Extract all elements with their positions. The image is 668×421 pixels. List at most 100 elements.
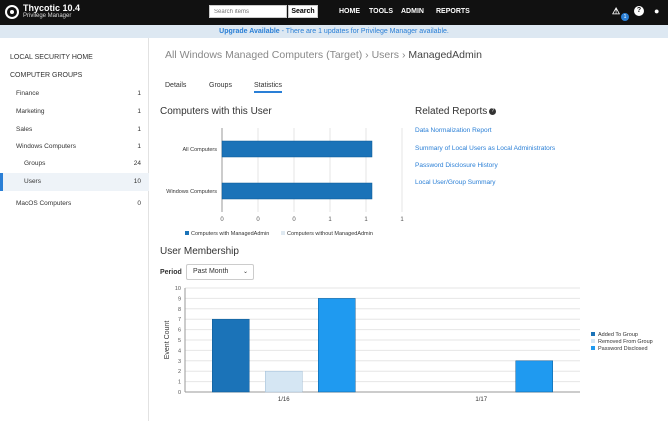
sidebar-item-count: 1 — [137, 126, 141, 133]
legend-swatch-password-disclosed — [591, 346, 595, 350]
legend-swatch-removed-from-group — [591, 339, 595, 343]
report-link-password-disclosure[interactable]: Password Disclosure History — [415, 162, 498, 169]
category-label: Windows Computers — [166, 189, 217, 195]
sidebar-item-users[interactable]: Users 10 — [0, 173, 149, 191]
bar-password-disclosed-1-17 — [515, 360, 553, 393]
y-tick-label: 10 — [175, 286, 181, 292]
sidebar-item-label: MacOS Computers — [16, 200, 72, 207]
nav-reports[interactable]: REPORTS — [436, 8, 470, 15]
y-tick-label: 4 — [178, 348, 181, 354]
sidebar-item-sales[interactable]: Sales 1 — [0, 122, 149, 138]
computers-chart: 0 0 0 1 1 1 All Computers Windows Computers Comp… — [166, 128, 404, 237]
breadcrumb-users-link[interactable]: Users — [371, 49, 400, 61]
sidebar-item-label: Groups — [24, 160, 46, 167]
x-tick-label: 1 — [364, 217, 368, 223]
bar-all-computers — [221, 140, 373, 158]
sidebar-item-groups[interactable]: Groups 24 — [0, 156, 149, 172]
legend-label: Password Disclosed — [598, 346, 648, 352]
user-membership-title: User Membership — [160, 246, 239, 257]
bar-windows-computers — [221, 182, 373, 200]
sidebar-item-count: 0 — [137, 200, 141, 207]
upgrade-link[interactable]: Upgrade Available — [219, 28, 280, 35]
report-link-local-admins-summary[interactable]: Summary of Local Users as Local Administ… — [415, 145, 556, 152]
related-reports-label: Related Reports — [415, 106, 488, 117]
thycotic-logo-icon — [5, 5, 19, 19]
y-tick-label: 6 — [178, 328, 181, 334]
tab-groups[interactable]: Groups — [209, 82, 232, 89]
legend-label: Computers without ManagedAdmin — [287, 231, 373, 237]
upgrade-banner[interactable]: Upgrade Available - There are 1 updates … — [0, 25, 668, 38]
y-axis-title: Event Count — [164, 321, 171, 360]
x-tick-label: 0 — [292, 217, 296, 223]
search-input[interactable] — [209, 5, 287, 18]
sidebar-item-label: Users — [24, 178, 41, 185]
sidebar-item-count: 1 — [137, 90, 141, 97]
sidebar-item-marketing[interactable]: Marketing 1 — [0, 104, 149, 120]
sidebar-item-label: Sales — [16, 126, 33, 133]
sidebar-item-label: Windows Computers — [16, 143, 76, 150]
x-tick-label: 1 — [400, 217, 404, 223]
app-logo[interactable]: Thycotic 10.4 Privilege Manager — [5, 4, 80, 20]
help-icon[interactable]: ? — [489, 107, 497, 115]
x-tick-label: 1/17 — [475, 397, 487, 403]
nav-home[interactable]: HOME — [339, 8, 360, 15]
membership-chart: 0 1 2 3 4 5 6 7 8 9 10 Event Count 1/16 1/17 Added To … — [164, 286, 653, 403]
sidebar-item-count: 1 — [137, 108, 141, 115]
app-title: Thycotic 10.4 — [23, 3, 81, 13]
y-tick-label: 3 — [178, 359, 181, 365]
help-icon[interactable]: ? — [634, 6, 644, 16]
alert-icon[interactable]: ⚠ — [612, 6, 621, 16]
report-link-local-user-group-summary[interactable]: Local User/Group Summary — [415, 179, 496, 186]
breadcrumb-current: ManagedAdmin — [408, 49, 482, 61]
tab-statistics[interactable]: Statistics — [254, 82, 283, 93]
bar-password-disclosed-1-16 — [318, 298, 356, 393]
local-security-home-link[interactable]: LOCAL SECURITY HOME — [10, 54, 93, 61]
user-icon[interactable]: ● — [654, 6, 660, 16]
top-bar: Thycotic 10.4 Privilege Manager Search H… — [0, 0, 668, 25]
legend-label: Added To Group — [598, 332, 638, 338]
y-tick-label: 8 — [178, 307, 181, 313]
tab-details[interactable]: Details — [165, 82, 187, 89]
nav-tools[interactable]: TOOLS — [369, 8, 393, 15]
sidebar-item-label: Finance — [16, 90, 40, 97]
computer-groups-heading[interactable]: COMPUTER GROUPS — [10, 72, 83, 79]
app-subtitle: Privilege Manager — [23, 13, 72, 19]
sidebar-item-macos-computers[interactable]: MacOS Computers 0 — [0, 196, 149, 212]
period-label: Period — [160, 269, 182, 276]
y-tick-label: 1 — [178, 380, 181, 386]
category-label: All Computers — [182, 147, 217, 153]
legend-label: Computers with ManagedAdmin — [191, 231, 269, 237]
x-tick-label: 0 — [256, 217, 260, 223]
legend-swatch-added-to-group — [591, 332, 595, 336]
x-tick-label: 1/16 — [278, 397, 290, 403]
breadcrumb-separator: › — [365, 49, 369, 61]
breadcrumb-target-link[interactable]: All Windows Managed Computers (Target) — [165, 49, 363, 61]
y-tick-label: 2 — [178, 369, 181, 375]
legend-swatch-computers-with-managedadmin — [185, 231, 189, 235]
sidebar-item-count: 24 — [133, 160, 141, 167]
y-tick-label: 0 — [178, 390, 181, 396]
y-tick-label: 9 — [178, 296, 181, 302]
legend-swatch-computers-without-managedadmin — [281, 231, 285, 235]
nav-admin[interactable]: ADMIN — [401, 8, 424, 15]
sidebar: LOCAL SECURITY HOME COMPUTER GROUPS Fina… — [0, 38, 149, 421]
sidebar-item-label: Marketing — [16, 108, 45, 115]
alert-count-badge: 1 — [621, 13, 629, 21]
upgrade-text: - There are 1 updates for Privilege Mana… — [279, 28, 449, 35]
legend-label: Removed From Group — [598, 339, 653, 345]
report-link-data-normalization[interactable]: Data Normalization Report — [415, 127, 492, 134]
bar-added-to-group-1-16 — [212, 318, 250, 393]
breadcrumb-separator: › — [401, 49, 406, 61]
bar-removed-from-group-1-16 — [265, 370, 303, 393]
y-tick-label: 5 — [178, 338, 181, 344]
search-button[interactable]: Search — [288, 5, 318, 18]
sidebar-item-windows-computers[interactable]: Windows Computers 1 — [0, 139, 149, 155]
computers-with-user-title: Computers with this User — [160, 106, 272, 117]
chevron-down-icon: ⌄ — [242, 269, 248, 275]
y-tick-label: 7 — [178, 317, 181, 323]
sidebar-item-count: 1 — [137, 143, 141, 150]
breadcrumb: All Windows Managed Computers (Target) ›… — [165, 49, 482, 61]
period-select[interactable]: Past Month ⌄ — [186, 264, 254, 280]
sidebar-item-count: 10 — [133, 178, 141, 185]
sidebar-item-finance[interactable]: Finance 1 — [0, 86, 149, 102]
